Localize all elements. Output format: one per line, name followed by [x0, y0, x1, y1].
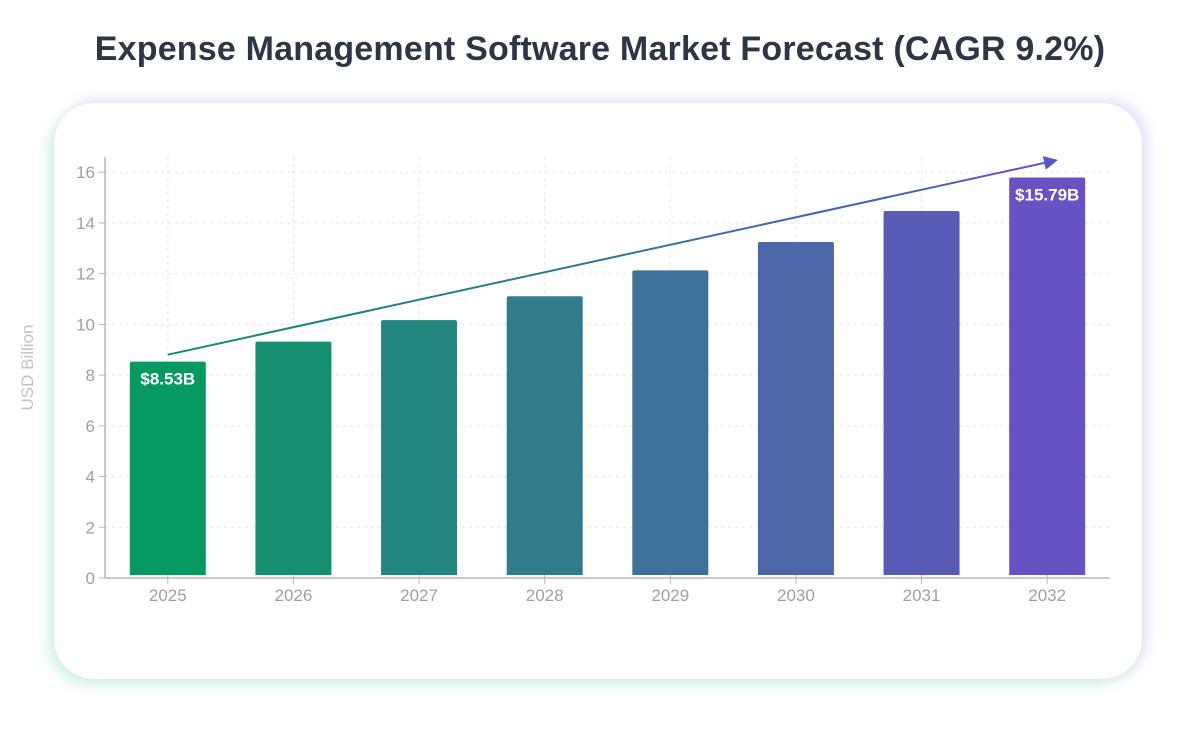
- y-axis-label: USD Billion: [18, 325, 37, 411]
- bar-2025: [129, 361, 206, 575]
- y-tick-label: 10: [76, 315, 95, 334]
- x-tick-label: 2031: [903, 586, 941, 605]
- chart-title: Expense Management Software Market Forec…: [94, 30, 1106, 68]
- x-tick-label: 2032: [1028, 586, 1066, 605]
- data-label-2025: $8.53B: [140, 370, 195, 389]
- x-tick-label: 2026: [275, 586, 313, 605]
- bar-2029: [632, 270, 709, 575]
- y-tick-label: 14: [76, 214, 95, 233]
- y-tick-label: 8: [86, 366, 95, 385]
- bar-2030: [757, 241, 834, 575]
- bar-2027: [381, 320, 458, 575]
- bar-2031: [883, 211, 960, 575]
- chart-card: [54, 103, 1142, 679]
- x-tick-label: 2027: [400, 586, 438, 605]
- x-tick-label: 2030: [777, 586, 815, 605]
- y-tick-label: 6: [86, 417, 95, 436]
- x-tick-label: 2025: [149, 586, 187, 605]
- y-tick-label: 4: [86, 468, 95, 487]
- bar-2028: [506, 296, 583, 575]
- y-tick-label: 12: [76, 265, 95, 284]
- trend-arrow: [167, 156, 1058, 356]
- labels: 0 2 4 6 8 10 12 14 16 USD Billion 2025 2026 2027 2028…: [18, 156, 1079, 605]
- x-tick-label: 2029: [651, 586, 689, 605]
- x-tick-label: 2028: [526, 586, 564, 605]
- axes: [99, 157, 1110, 584]
- data-label-2032: $15.79B: [1015, 186, 1079, 205]
- y-tick-label: 0: [86, 569, 95, 588]
- y-tick-label: 2: [86, 518, 95, 537]
- y-tick-label: 16: [76, 163, 95, 182]
- bar-2032: [1009, 177, 1086, 575]
- bars: [129, 177, 1086, 575]
- bar-2026: [255, 341, 332, 575]
